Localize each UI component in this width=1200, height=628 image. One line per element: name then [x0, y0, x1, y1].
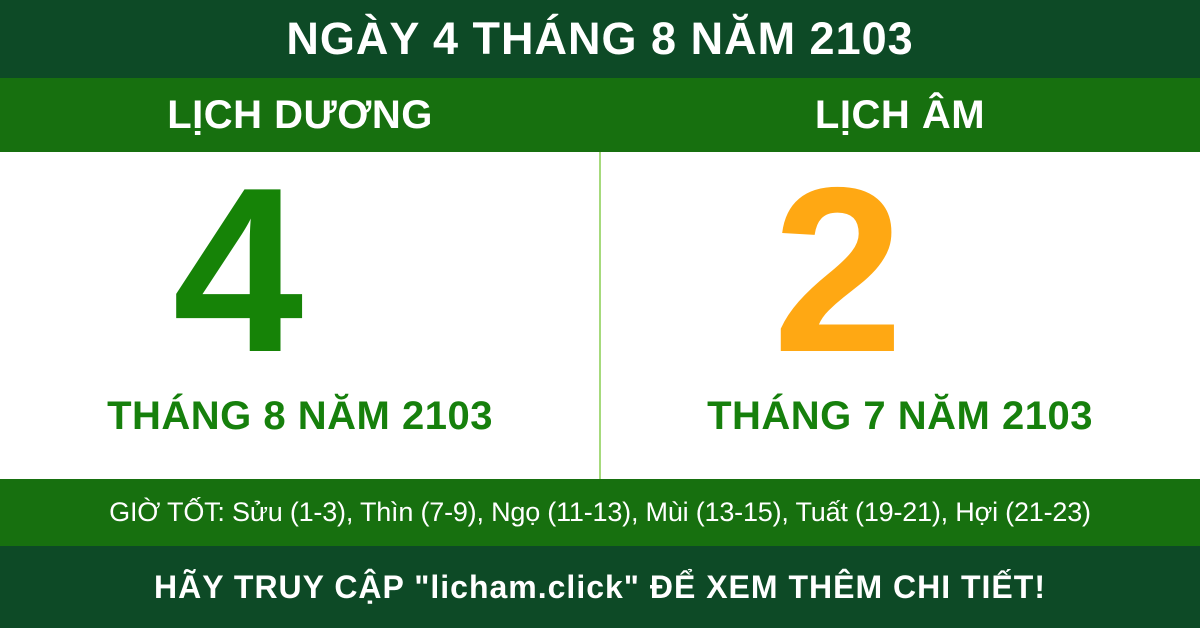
- lunar-panel: 2 THÁNG 7 NĂM 2103: [600, 152, 1200, 479]
- solar-day-number: 4: [172, 138, 304, 401]
- solar-calendar-header: LỊCH DƯƠNG: [167, 92, 433, 137]
- solar-month-year: THÁNG 8 NĂM 2103: [107, 394, 493, 438]
- lunar-calendar-header: LỊCH ÂM: [814, 92, 986, 137]
- solar-panel: 4 THÁNG 8 NĂM 2103: [0, 152, 600, 479]
- good-hours-text: GIỜ TỐT: Sửu (1-3), Thìn (7-9), Ngọ (11-…: [109, 497, 1091, 527]
- good-hours-bar: GIỜ TỐT: Sửu (1-3), Thìn (7-9), Ngọ (11-…: [0, 479, 1200, 546]
- site-cta-text: HÃY TRUY CẬP "licham.click" ĐỂ XEM THÊM …: [154, 568, 1046, 605]
- calendar-panels: 4 THÁNG 8 NĂM 2103 2 THÁNG 7 NĂM 2103: [0, 152, 1200, 479]
- lunar-day-number: 2: [772, 138, 904, 401]
- lunar-month-year: THÁNG 7 NĂM 2103: [707, 394, 1093, 438]
- date-title: NGÀY 4 THÁNG 8 NĂM 2103: [286, 13, 914, 64]
- panel-divider: [599, 152, 601, 479]
- footer-banner: HÃY TRUY CẬP "licham.click" ĐỂ XEM THÊM …: [0, 546, 1200, 628]
- calendar-type-header-row: LỊCH DƯƠNG LỊCH ÂM: [0, 78, 1200, 152]
- date-banner: NGÀY 4 THÁNG 8 NĂM 2103: [0, 0, 1200, 78]
